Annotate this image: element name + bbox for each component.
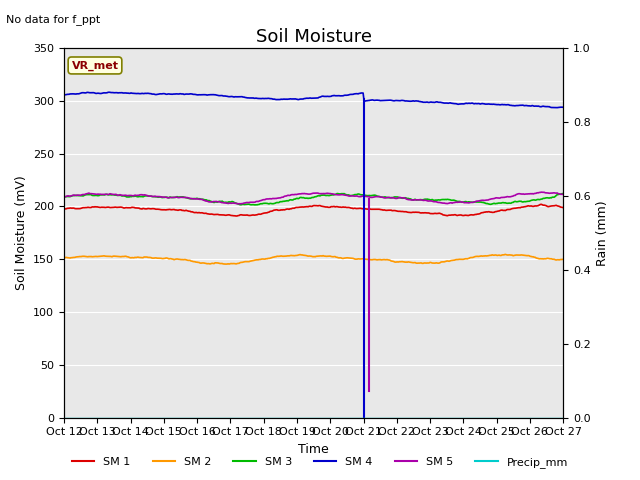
SM 5	[234, 201, 242, 207]
SM 3	[301, 195, 309, 201]
SM 1	[358, 206, 366, 212]
SM 2	[332, 254, 339, 260]
SM 5	[470, 199, 478, 205]
SM 1	[332, 204, 339, 210]
SM 1	[60, 206, 68, 212]
Precip_mm	[60, 415, 68, 420]
SM 5	[60, 194, 68, 200]
Precip_mm	[300, 415, 308, 420]
SM 1	[470, 212, 478, 217]
SM 3	[333, 191, 341, 196]
SM 3	[298, 195, 306, 201]
X-axis label: Time: Time	[298, 443, 329, 456]
SM 4	[559, 104, 567, 110]
Legend: SM 1, SM 2, SM 3, SM 4, SM 5, Precip_mm: SM 1, SM 2, SM 3, SM 4, SM 5, Precip_mm	[68, 452, 572, 472]
SM 2	[501, 252, 509, 257]
Line: SM 3: SM 3	[64, 193, 563, 205]
Line: SM 5: SM 5	[64, 192, 563, 204]
SM 4	[105, 89, 113, 95]
Line: SM 1: SM 1	[64, 204, 563, 216]
SM 5	[538, 189, 545, 195]
Y-axis label: Rain (mm): Rain (mm)	[596, 200, 609, 265]
Text: VR_met: VR_met	[72, 60, 118, 71]
SM 4	[301, 96, 309, 101]
Y-axis label: Soil Moisture (mV): Soil Moisture (mV)	[15, 175, 28, 290]
SM 5	[549, 190, 557, 196]
SM 1	[559, 205, 567, 211]
SM 2	[223, 261, 231, 267]
SM 1	[301, 204, 309, 210]
SM 1	[298, 204, 306, 210]
Precip_mm	[330, 415, 338, 420]
SM 3	[359, 192, 367, 198]
SM 5	[301, 191, 309, 197]
SM 2	[358, 256, 366, 262]
Precip_mm	[559, 415, 567, 420]
SM 3	[549, 194, 557, 200]
SM 5	[358, 193, 366, 199]
SM 3	[60, 194, 68, 200]
SM 4	[551, 105, 559, 110]
Line: SM 2: SM 2	[64, 254, 563, 264]
Precip_mm	[297, 415, 305, 420]
SM 2	[301, 252, 309, 258]
SM 5	[298, 191, 306, 196]
SM 1	[232, 213, 240, 219]
SM 4	[60, 92, 68, 98]
SM 1	[549, 203, 557, 209]
Precip_mm	[357, 415, 365, 420]
SM 1	[538, 202, 545, 207]
SM 5	[559, 192, 567, 197]
SM 2	[559, 256, 567, 262]
SM 2	[298, 252, 306, 258]
SM 3	[252, 202, 259, 208]
SM 2	[549, 256, 557, 262]
SM 3	[559, 191, 567, 196]
SM 2	[470, 254, 478, 260]
SM 4	[358, 90, 366, 96]
Line: SM 4: SM 4	[64, 92, 563, 108]
Text: No data for f_ppt: No data for f_ppt	[6, 14, 100, 25]
SM 2	[60, 255, 68, 261]
SM 3	[332, 192, 339, 197]
SM 4	[298, 96, 306, 102]
SM 5	[332, 192, 339, 197]
Precip_mm	[469, 415, 477, 420]
Title: Soil Moisture: Soil Moisture	[255, 28, 372, 47]
SM 4	[332, 93, 339, 98]
SM 3	[471, 199, 479, 204]
SM 4	[548, 105, 556, 110]
Precip_mm	[547, 415, 555, 420]
SM 4	[470, 101, 478, 107]
